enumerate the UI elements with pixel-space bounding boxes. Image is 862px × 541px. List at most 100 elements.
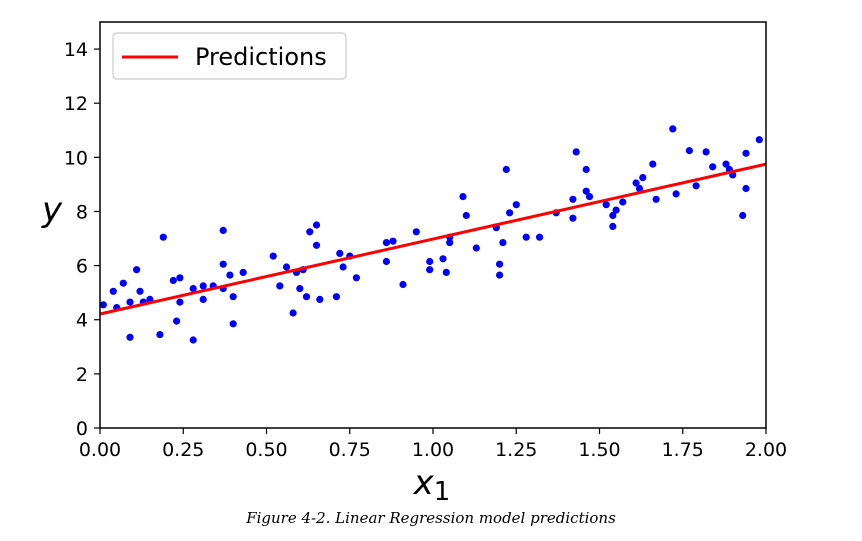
- y-axis-label: y: [41, 190, 63, 230]
- legend-label-predictions: Predictions: [195, 43, 327, 71]
- data-point: [569, 214, 577, 222]
- x-axis-ticks: 0.00 0.25 0.50 0.75 1.00 1.25 1.50 1.75 2.00: [79, 428, 787, 461]
- data-point: [312, 241, 321, 249]
- data-point: [336, 249, 344, 257]
- data-point: [119, 279, 127, 287]
- data-point: [389, 237, 397, 245]
- data-point: [173, 317, 181, 325]
- data-point: [472, 244, 480, 252]
- data-point: [426, 257, 434, 266]
- data-point: [239, 268, 247, 276]
- y-tick-label: 14: [64, 39, 88, 61]
- y-tick-label: 2: [76, 364, 88, 386]
- data-point: [226, 271, 234, 279]
- data-point: [462, 211, 470, 220]
- y-tick-label: 4: [76, 310, 88, 332]
- data-point: [229, 293, 237, 301]
- data-point: [382, 239, 390, 247]
- data-point: [332, 293, 340, 301]
- data-point: [609, 211, 617, 220]
- data-point: [632, 179, 640, 187]
- data-point: [296, 285, 304, 293]
- data-point: [585, 193, 594, 201]
- x-tick-label: 1.50: [578, 439, 620, 461]
- data-point: [496, 271, 504, 279]
- data-point: [739, 211, 747, 220]
- data-point: [669, 125, 677, 133]
- data-point: [506, 209, 514, 217]
- data-point: [199, 282, 207, 290]
- x-tick-label: 0.75: [329, 439, 371, 461]
- x-axis-label-subscript: 1: [434, 477, 451, 507]
- data-point: [199, 295, 207, 303]
- data-point: [685, 147, 694, 155]
- data-point: [446, 239, 454, 247]
- prediction-line: [99, 162, 767, 316]
- data-point: [442, 268, 450, 276]
- data-point: [672, 190, 680, 198]
- data-point: [612, 206, 620, 214]
- y-axis-ticks: 0 2 4 6 8 10 12 14: [64, 39, 100, 440]
- data-point: [459, 193, 467, 201]
- x-tick-label: 0.25: [162, 439, 204, 461]
- data-point: [702, 148, 710, 156]
- data-point: [635, 184, 644, 193]
- x-tick-label: 0.00: [79, 439, 121, 461]
- y-tick-label: 6: [76, 256, 88, 278]
- y-tick-label: 8: [76, 201, 88, 223]
- y-tick-label: 0: [76, 418, 88, 440]
- data-point: [742, 149, 750, 157]
- data-point: [126, 298, 134, 306]
- data-point: [176, 298, 184, 306]
- data-point: [439, 255, 447, 263]
- plot-frame: [99, 21, 767, 429]
- data-point: [276, 282, 284, 290]
- data-point: [426, 266, 434, 274]
- x-tick-label: 0.50: [245, 439, 287, 461]
- data-point: [159, 233, 167, 241]
- data-point: [312, 221, 321, 229]
- data-point: [582, 165, 590, 174]
- y-tick-label: 12: [64, 93, 88, 115]
- data-point: [536, 233, 544, 241]
- x-tick-label: 1.25: [495, 439, 537, 461]
- x-axis-label: x1: [413, 463, 451, 507]
- data-point: [652, 195, 660, 203]
- x-tick-label: 2.00: [745, 439, 787, 461]
- data-point: [339, 263, 347, 271]
- data-point: [126, 333, 134, 341]
- data-point: [169, 276, 177, 285]
- data-point: [306, 228, 314, 236]
- data-point: [569, 195, 577, 203]
- data-point: [639, 174, 647, 182]
- data-point: [602, 201, 610, 209]
- data-point: [512, 201, 520, 209]
- data-point: [742, 184, 750, 193]
- data-point: [382, 257, 390, 266]
- data-point: [522, 233, 530, 241]
- data-point: [609, 222, 617, 230]
- data-point: [136, 287, 144, 295]
- data-point: [502, 165, 510, 174]
- data-point: [176, 274, 184, 282]
- data-point: [755, 136, 763, 144]
- data-point: [316, 295, 324, 303]
- y-tick-label: 10: [64, 147, 88, 169]
- data-point: [499, 239, 507, 247]
- data-point: [229, 320, 237, 328]
- data-point: [709, 163, 717, 171]
- data-point: [692, 182, 700, 190]
- data-point: [133, 266, 141, 274]
- legend-box: [112, 32, 347, 80]
- plot-content: [99, 125, 767, 344]
- data-point: [189, 336, 197, 344]
- data-point: [572, 148, 580, 156]
- data-point: [302, 293, 311, 301]
- data-point: [619, 198, 627, 206]
- data-point: [219, 226, 227, 234]
- data-point: [156, 331, 164, 339]
- data-point: [352, 274, 360, 282]
- x-axis-label-main: x: [413, 463, 435, 503]
- figure-caption: Figure 4-2. Linear Regression model pred…: [246, 509, 616, 527]
